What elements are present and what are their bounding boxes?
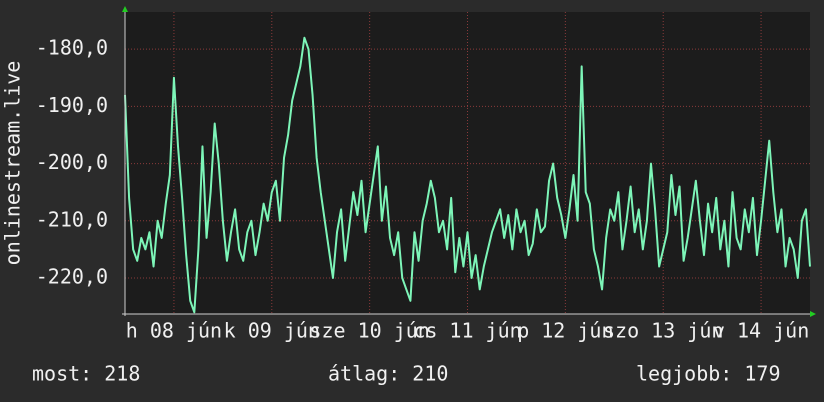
y-tick-label: -190,0	[36, 93, 108, 117]
y-axis-arrow	[122, 6, 128, 12]
x-axis-arrow	[810, 311, 816, 317]
x-tick-label: cs 11 jún	[413, 319, 521, 343]
legend-item: most: 218	[32, 362, 140, 386]
y-axis-label: onlinestream.live	[1, 61, 25, 266]
legend-item: legjobb: 179	[636, 362, 781, 386]
x-tick-label: sze 10 jún	[309, 319, 429, 343]
y-tick-label: -180,0	[36, 36, 108, 60]
y-tick-label: -200,0	[36, 150, 108, 174]
marks	[124, 36, 811, 314]
x-tick-label: h 08 jún	[126, 319, 222, 343]
x-tick-label: szo 13 jún	[603, 319, 723, 343]
x-tick-label: p 12 jún	[517, 319, 613, 343]
x-tick-label: k 09 jún	[224, 319, 320, 343]
y-tick-label: -210,0	[36, 207, 108, 231]
grid	[125, 12, 810, 314]
labels: -180,0 -190,0 -200,0 -210,0 -220,0 h 08 jún k …	[36, 36, 809, 343]
x-tick-label: v 14 jún	[713, 319, 809, 343]
data-line	[124, 36, 811, 314]
legend-item: átlag: 210	[328, 362, 448, 386]
y-tick-label: -220,0	[36, 264, 108, 288]
